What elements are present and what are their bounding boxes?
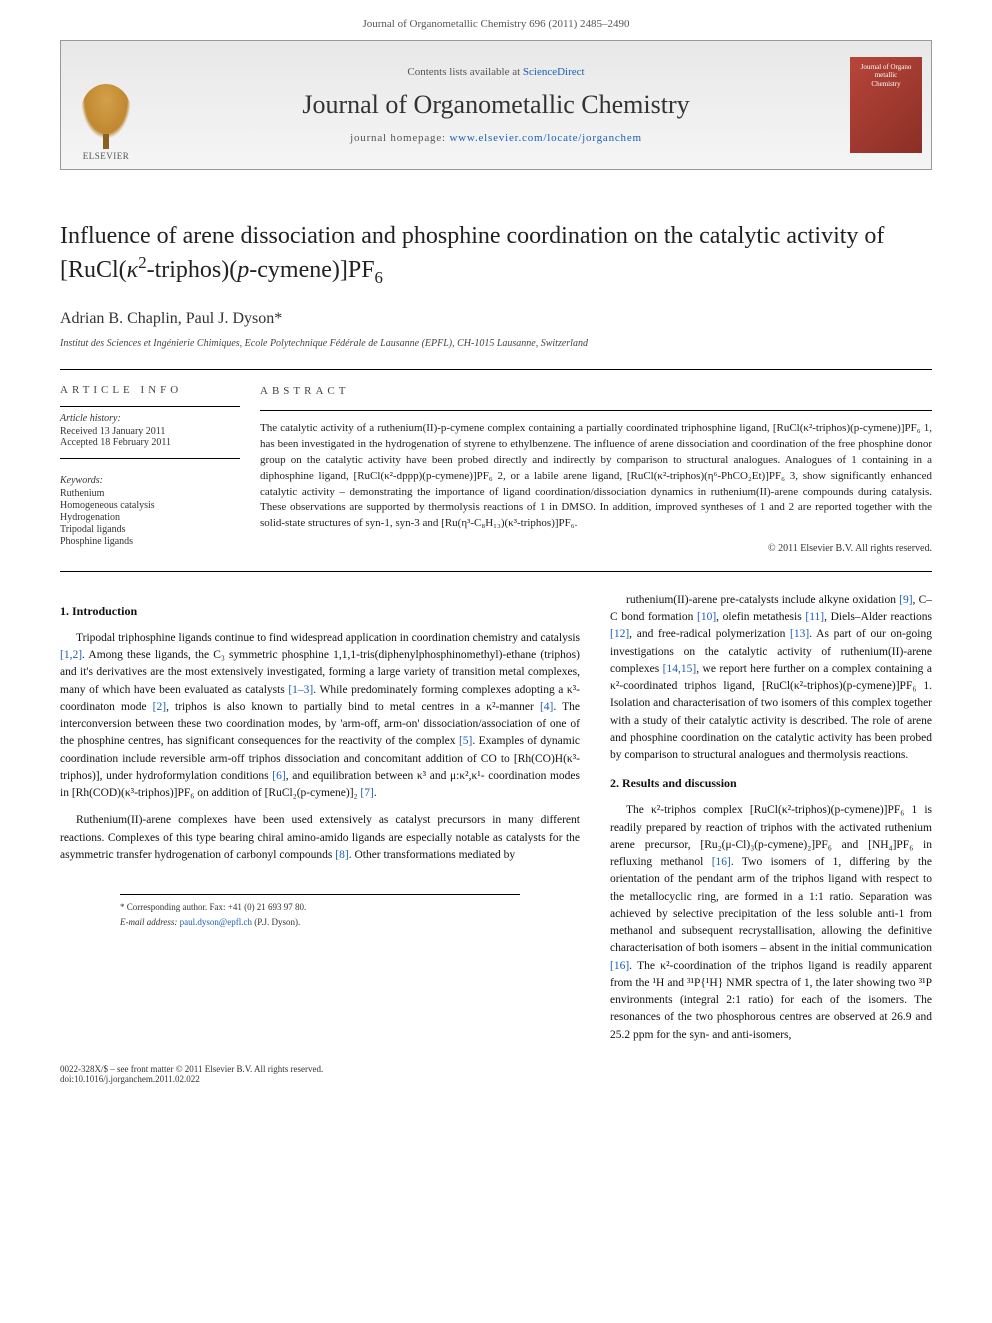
paragraph: The κ²-triphos complex [RuCl(κ²-triphos)… <box>610 802 932 1044</box>
keyword: Phosphine ligands <box>60 536 240 547</box>
contents-line: Contents lists available at ScienceDirec… <box>407 66 584 78</box>
journal-cover-cell: Journal of Organo metallic Chemistry <box>841 41 931 169</box>
accepted-date: Accepted 18 February 2011 <box>60 437 240 448</box>
article-title: Influence of arene dissociation and phos… <box>60 220 932 290</box>
abstract-text: The catalytic activity of a ruthenium(II… <box>260 421 932 533</box>
citation-header: Journal of Organometallic Chemistry 696 … <box>0 0 992 40</box>
paragraph: Tripodal triphosphine ligands continue t… <box>60 630 580 803</box>
elsevier-logo: ELSEVIER <box>71 81 141 161</box>
issn-line: 0022-328X/$ – see front matter © 2011 El… <box>60 1064 932 1074</box>
keyword: Tripodal ligands <box>60 524 240 535</box>
paragraph: Ruthenium(II)-arene complexes have been … <box>60 812 580 864</box>
bottom-meta: 0022-328X/$ – see front matter © 2011 El… <box>60 1064 932 1084</box>
banner-center: Contents lists available at ScienceDirec… <box>151 41 841 169</box>
corresponding-footer: * Corresponding author. Fax: +41 (0) 21 … <box>120 894 520 929</box>
doi-line: doi:10.1016/j.jorganchem.2011.02.022 <box>60 1074 932 1084</box>
email-link[interactable]: paul.dyson@epfl.ch <box>180 917 252 927</box>
meta-row: ARTICLE INFO Article history: Received 1… <box>60 370 932 571</box>
history-label: Article history: <box>60 413 240 424</box>
journal-cover-icon: Journal of Organo metallic Chemistry <box>850 57 922 153</box>
email-line: E-mail address: paul.dyson@epfl.ch (P.J.… <box>120 916 520 930</box>
paragraph: ruthenium(II)-arene pre-catalysts includ… <box>610 592 932 765</box>
column-left: 1. Introduction Tripodal triphosphine li… <box>60 592 580 1054</box>
info-divider-1 <box>60 406 240 407</box>
email-suffix: (P.J. Dyson). <box>252 917 300 927</box>
elsevier-tree-icon <box>81 84 131 139</box>
keyword: Hydrogenation <box>60 512 240 523</box>
journal-banner: ELSEVIER Contents lists available at Sci… <box>60 40 932 170</box>
keyword: Homogeneous catalysis <box>60 500 240 511</box>
received-date: Received 13 January 2011 <box>60 426 240 437</box>
contents-prefix: Contents lists available at <box>407 66 522 78</box>
section-2-heading: 2. Results and discussion <box>610 774 932 792</box>
homepage-link[interactable]: www.elsevier.com/locate/jorganchem <box>449 132 641 144</box>
article-info-heading: ARTICLE INFO <box>60 384 240 396</box>
publisher-logo-cell: ELSEVIER <box>61 41 151 169</box>
body-columns: 1. Introduction Tripodal triphosphine li… <box>60 592 932 1054</box>
keyword: Ruthenium <box>60 488 240 499</box>
cover-line-3: Chemistry <box>871 80 900 88</box>
keywords-label: Keywords: <box>60 475 240 486</box>
homepage-prefix: journal homepage: <box>350 132 449 144</box>
divider-bottom <box>60 571 932 572</box>
info-divider-2 <box>60 458 240 459</box>
journal-name: Journal of Organometallic Chemistry <box>302 90 689 120</box>
homepage-line: journal homepage: www.elsevier.com/locat… <box>350 132 642 144</box>
cover-line-2: metallic <box>875 71 898 79</box>
column-right: ruthenium(II)-arene pre-catalysts includ… <box>610 592 932 1054</box>
cover-line-1: Journal of Organo <box>861 63 912 71</box>
affiliation: Institut des Sciences et Ingénierie Chim… <box>60 338 932 349</box>
article-info: ARTICLE INFO Article history: Received 1… <box>60 384 260 557</box>
copyright-line: © 2011 Elsevier B.V. All rights reserved… <box>260 542 932 557</box>
authors: Adrian B. Chaplin, Paul J. Dyson* <box>60 310 932 328</box>
sciencedirect-link[interactable]: ScienceDirect <box>523 66 585 78</box>
abstract-divider <box>260 410 932 411</box>
abstract-block: ABSTRACT The catalytic activity of a rut… <box>260 384 932 557</box>
corresponding-author: * Corresponding author. Fax: +41 (0) 21 … <box>120 901 520 915</box>
email-label: E-mail address: <box>120 917 180 927</box>
section-1-heading: 1. Introduction <box>60 602 580 620</box>
publisher-name: ELSEVIER <box>83 151 130 161</box>
abstract-heading: ABSTRACT <box>260 384 932 400</box>
